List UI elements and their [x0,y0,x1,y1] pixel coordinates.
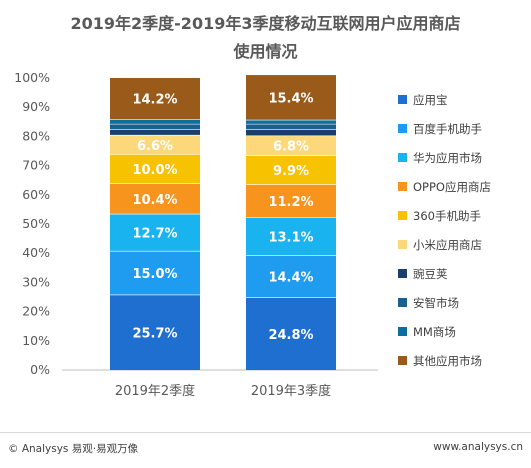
bar-segment [110,78,200,120]
legend-swatch [398,124,407,133]
data-label: 14.2% [132,93,177,108]
y-tick-label: 70% [22,158,50,173]
y-tick-label: 0% [30,362,50,377]
data-label: 10.4% [132,193,177,208]
legend-label: 其他应用市场 [413,354,482,368]
y-tick-label: 80% [22,128,50,143]
chart-title-line2: 使用情况 [233,42,298,61]
bar-segment [246,124,336,130]
chart-title: 2019年2季度-2019年3季度移动互联网用户应用商店 [70,14,461,33]
data-label: 12.7% [132,227,177,242]
legend-label: OPPO应用商店 [413,180,491,194]
legend-swatch [398,182,407,191]
bar-segment [110,135,200,155]
legend-label: 百度手机助手 [413,122,482,136]
footer-divider [0,432,531,433]
bar-segment [246,297,336,370]
data-label: 11.2% [268,195,313,210]
data-label: 24.8% [268,328,313,343]
legend-label: MM商场 [413,325,456,339]
bar-segment [110,119,200,125]
y-tick-label: 90% [22,99,50,114]
legend-swatch [398,211,407,220]
bar-segment [246,155,336,185]
bar-segment [110,251,200,295]
data-label: 15.4% [268,92,313,107]
bar-segment [246,75,336,121]
data-label: 10.0% [132,163,177,178]
data-label: 25.7% [132,326,177,341]
legend-swatch [398,240,407,249]
legend-label: 华为应用市场 [413,151,482,165]
bar-segment [110,124,200,130]
bar-segment [246,135,336,156]
footer-copyright: © Analysys 易观·易观万像 [8,443,139,455]
y-tick-label: 20% [22,304,50,319]
y-tick-label: 60% [22,187,50,202]
legend-label: 安智市场 [413,296,459,310]
footer-url: www.analysys.cn [433,441,523,453]
legend-label: 小米应用商店 [413,238,482,252]
bar-segment [246,129,336,136]
data-label: 14.4% [268,271,313,286]
legend-label: 360手机助手 [413,209,481,223]
data-label: 13.1% [268,230,313,245]
bar-segment [110,183,200,215]
data-label: 6.6% [137,139,173,154]
bar-segment [246,120,336,125]
legend-swatch [398,269,407,278]
x-tick-label: 2019年3季度 [251,383,331,399]
y-tick-label: 30% [22,274,50,289]
bar-segment [110,154,200,184]
legend-swatch [398,95,407,104]
bar-segment [246,184,336,218]
bar-segment [246,217,336,256]
y-tick-label: 50% [22,216,50,231]
bar-segment [110,214,200,252]
bar-segment [110,129,200,136]
data-label: 9.9% [273,164,309,179]
legend-swatch [398,356,407,365]
y-tick-label: 40% [22,245,50,260]
y-tick-label: 100% [14,70,50,85]
legend-label: 豌豆荚 [413,267,448,281]
legend-swatch [398,298,407,307]
data-label: 15.0% [132,267,177,282]
legend-swatch [398,153,407,162]
y-tick-label: 10% [22,333,50,348]
bar-segment [246,255,336,298]
legend-label: 应用宝 [413,93,448,107]
bar-segment [110,294,200,370]
x-tick-label: 2019年2季度 [115,383,195,399]
data-label: 6.8% [273,140,309,155]
legend-swatch [398,327,407,336]
